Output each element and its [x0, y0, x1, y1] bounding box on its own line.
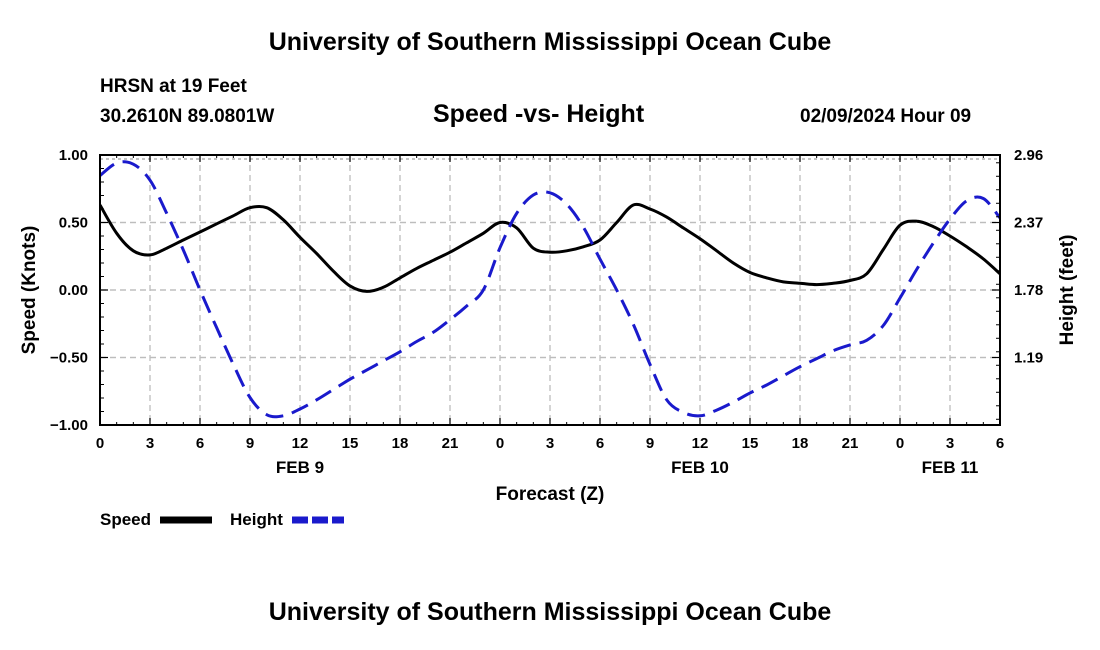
x-tick-label: 6 [596, 435, 604, 452]
x-tick-label: 3 [546, 435, 554, 452]
speed-series-line [100, 202, 1000, 293]
legend: Speed Height [100, 510, 344, 529]
x-tick-label: 9 [646, 435, 654, 452]
y2-tick-label: 1.19 [1014, 350, 1043, 367]
x-tick-label: 6 [996, 435, 1004, 452]
day-label: FEB 10 [671, 458, 729, 477]
y2-axis-label: Height (feet) [1057, 235, 1078, 346]
x-tick-label: 3 [146, 435, 154, 452]
x-tick-label: 21 [842, 435, 859, 452]
x-tick-label: 21 [442, 435, 459, 452]
y2-tick-label: 1.78 [1014, 282, 1043, 299]
footer-title: University of Southern Mississippi Ocean… [268, 598, 832, 626]
grid-lines [100, 155, 1000, 425]
y-axis-label: Speed (Knots) [19, 226, 40, 355]
y-tick-label: 0.00 [59, 282, 88, 299]
x-tick-label: 12 [292, 435, 309, 452]
x-tick-label: 18 [392, 435, 409, 452]
x-axis-label: Forecast (Z) [496, 484, 605, 505]
height-series-line [100, 160, 1000, 419]
x-tick-label: 3 [946, 435, 954, 452]
x-tick-label: 15 [742, 435, 759, 452]
x-tick-label: 0 [96, 435, 104, 452]
series-lines [100, 160, 1000, 419]
chart-title: University of Southern Mississippi Ocean… [268, 28, 832, 56]
x-tick-label: 0 [496, 435, 504, 452]
y-tick-label: 1.00 [59, 147, 88, 164]
x-tick-label: 12 [692, 435, 709, 452]
x-tick-label: 9 [246, 435, 254, 452]
x-tick-label: 0 [896, 435, 904, 452]
axes: 0 3 6 9 12 15 18 21 0 3 6 9 12 15 18 21 0 3 6 FEB 9 FEB 10 FE… [50, 147, 1043, 477]
y-tick-label: −1.00 [50, 417, 88, 434]
x-tick-label: 15 [342, 435, 359, 452]
y2-tick-label: 2.96 [1014, 147, 1043, 164]
forecast-datetime: 02/09/2024 Hour 09 [800, 106, 972, 127]
y-tick-label: −0.50 [50, 350, 88, 367]
day-label: FEB 11 [922, 458, 979, 477]
chart-subtitle: Speed -vs- Height [433, 100, 645, 128]
x-tick-label: 18 [792, 435, 809, 452]
x-tick-label: 6 [196, 435, 204, 452]
legend-label: Height [230, 510, 283, 529]
y2-tick-label: 2.37 [1014, 215, 1043, 232]
legend-label: Speed [100, 510, 151, 529]
day-label: FEB 9 [276, 458, 324, 477]
y-tick-label: 0.50 [59, 215, 88, 232]
station-coordinates: 30.2610N 89.0801W [100, 106, 275, 127]
station-label: HRSN at 19 Feet [100, 76, 247, 97]
